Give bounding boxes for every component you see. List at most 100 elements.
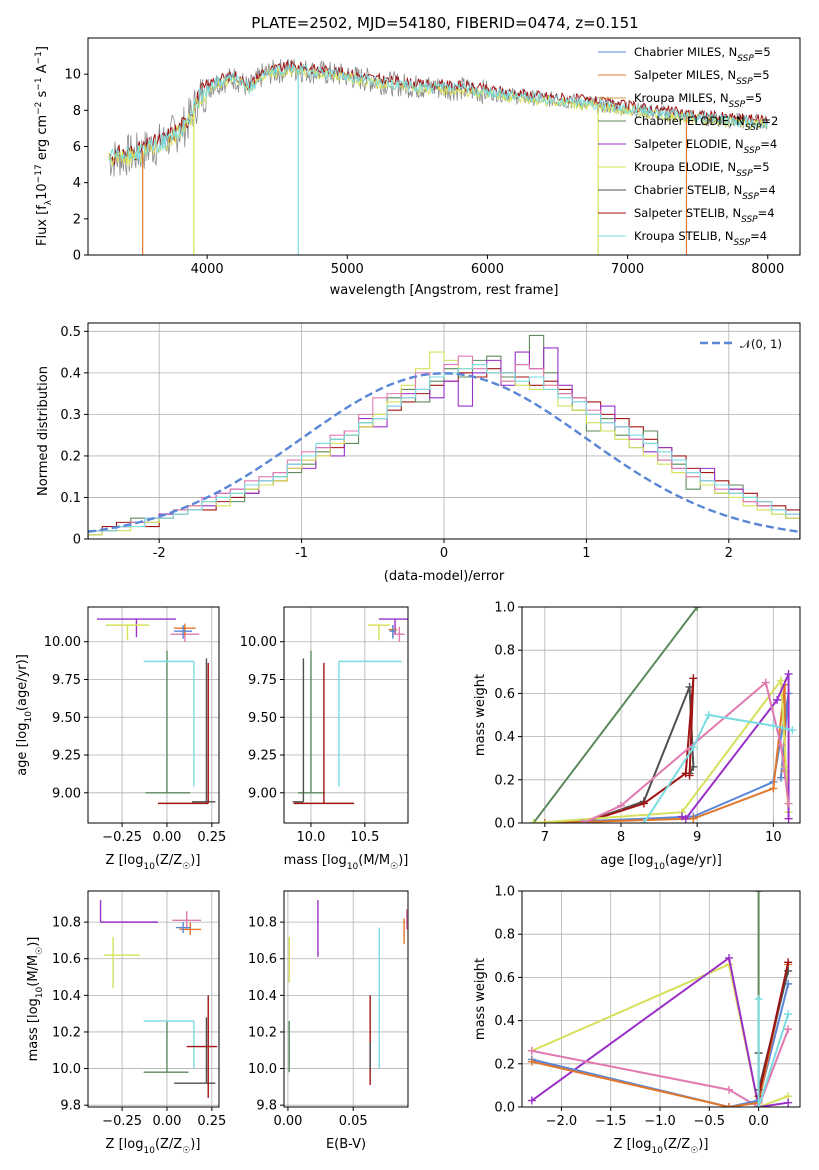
x-tick-label: 10.5 <box>350 830 379 845</box>
age-vs-Z-y-axis-label: age [log10(age/yr)] <box>15 654 34 776</box>
residuals-x-axis-label: (data-model)/error <box>384 569 505 584</box>
data-point <box>529 819 538 823</box>
mass-vs-ebv-axes: 0.00 0.05 9.8 10.0 10.2 10.4 10.6 10.8 E(B-V) <box>248 890 409 1152</box>
legend-label: Chabrier MILES, NSSP=5 <box>634 45 771 64</box>
series-line <box>531 956 789 1107</box>
residuals-axes: -2 -1 0 1 2 0 0.1 0.2 0.3 0.4 0.5 𝒩(0, 1) (data-mode… <box>36 322 801 584</box>
age-vs-Z-y-axis-label-part: (age/yr)] <box>15 654 30 711</box>
y-tick-label: 0.4 <box>494 730 515 745</box>
data-point <box>689 814 698 823</box>
massweight-vs-Z-x-axis-label-part: (Z/Z <box>663 1137 690 1152</box>
legend-label: Salpeter STELIB, NSSP=4 <box>634 206 775 225</box>
massweight-vs-Z-x-axis-label-part: Z [log <box>614 1137 652 1152</box>
spectrum-y-axis-label-part: s <box>35 90 50 101</box>
residuals-legend: 𝒩(0, 1) <box>700 337 782 351</box>
data-point <box>725 1085 734 1094</box>
age-vs-Z-x-axis-label: Z [log10(Z/Z☉)] <box>106 853 201 872</box>
data-point <box>784 958 793 967</box>
x-tick-label: 9 <box>693 830 701 845</box>
y-tick-label: 10.2 <box>248 1025 277 1040</box>
x-tick-label: 0.00 <box>152 830 181 845</box>
data-point <box>784 1025 793 1034</box>
age-vs-Z-x-axis-label-part: ☉ <box>182 862 190 872</box>
legend-label: 𝒩(0, 1) <box>740 337 782 351</box>
spectrum-x-axis-label-part: wavelength [Angstrom, rest frame] <box>330 283 559 298</box>
legend-label-part: SSP <box>741 215 758 225</box>
mass-vs-Z-axes: −0.25 0.00 0.25 9.8 10.0 10.2 10.4 10.6 10.8 Z [l… <box>26 890 226 1156</box>
age-vs-Z-x-axis-label-part: )] <box>190 853 200 868</box>
massweight-vs-age-y-axis-label: mass weight <box>473 674 488 756</box>
x-tick-label: 0 <box>440 546 448 561</box>
spectrum-axes: 4000 5000 6000 7000 8000 0 2 4 6 8 10 Chabrier MILE… <box>34 37 801 298</box>
spectrum-y-axis-label-part: erg cm <box>35 115 50 164</box>
x-tick-label: −1.5 <box>595 1114 627 1129</box>
age-vs-mass-x-axis-label: mass [log10(M/M☉)] <box>284 853 409 872</box>
age-vs-Z-x-axis-label-part: 10 <box>143 862 155 872</box>
residuals-y-axis-label: Normed distribution <box>36 366 51 496</box>
spectrum-y-axis-label-part: A <box>35 64 50 77</box>
data-point <box>578 819 587 823</box>
massweight-vs-Z-frame <box>521 890 801 1108</box>
legend-label-part: SSP <box>736 169 753 179</box>
massweight-vs-Z-y-axis-label: mass weight <box>473 958 488 1040</box>
legend-label-part: =5 <box>753 160 770 174</box>
massweight-vs-age-x-axis-label-part: (age/yr)] <box>665 853 722 868</box>
y-tick-label: 9.25 <box>248 749 277 764</box>
y-tick-label: 0 <box>73 249 81 264</box>
age-vs-Z-y-axis-label-part: 10 <box>24 711 34 723</box>
data-point <box>689 674 698 683</box>
series-line <box>531 1028 790 1107</box>
data-point <box>769 721 778 730</box>
mass-vs-Z-y-axis-label: mass [log10(M/M☉)] <box>26 937 45 1062</box>
mass-vs-Z-y-axis-label-part: mass [log <box>26 998 41 1061</box>
massweight-vs-age-x-axis-label-part: 10 <box>653 862 665 872</box>
figure-title: PLATE=2502, MJD=54180, FIBERID=0474, z=0… <box>251 14 638 32</box>
legend-label-part: =4 <box>760 137 777 151</box>
data-point <box>639 819 648 823</box>
spectrum-y-axis-label: Flux [fλ10−17 erg cm−2 s−1 A−1] <box>34 46 54 246</box>
legend-label-part: =5 <box>745 91 762 105</box>
y-tick-label: 0.4 <box>494 1014 515 1029</box>
data-point <box>776 676 785 685</box>
mass-vs-Z-y-axis-label-part: )] <box>26 937 41 947</box>
data-point <box>693 607 702 611</box>
mass-vs-ebv-axes-plot <box>288 900 408 1086</box>
spectrum-x-axis-label: wavelength [Angstrom, rest frame] <box>330 283 559 298</box>
massweight-vs-age-x-axis-label: age [log10(age/yr)] <box>600 853 722 872</box>
spectrum-y-axis-label-part: −1 <box>34 51 44 64</box>
data-point <box>527 1046 536 1055</box>
y-tick-label: 6 <box>73 140 81 155</box>
y-tick-label: 0.3 <box>60 408 81 423</box>
y-tick-label: 10.0 <box>52 1062 81 1077</box>
y-tick-label: 10.6 <box>52 952 81 967</box>
x-tick-label: 6000 <box>471 262 504 277</box>
x-tick-label: 0.00 <box>152 1114 181 1129</box>
x-tick-label: -2 <box>153 546 166 561</box>
data-point <box>754 995 763 1003</box>
y-tick-label: 0.4 <box>60 366 81 381</box>
spectrum-y-axis-label-part: −17 <box>34 164 44 183</box>
age-vs-mass-x-axis-label-part: )] <box>398 853 408 868</box>
x-tick-label: 5000 <box>331 262 364 277</box>
mass-vs-Z-x-axis-label-part: 10 <box>143 1146 155 1156</box>
residuals-frame <box>87 322 801 540</box>
massweight-vs-Z-axes-plot <box>527 891 793 1107</box>
y-tick-label: 0.2 <box>494 1057 515 1072</box>
age-vs-Z-x-axis-label-part: Z [log <box>106 853 144 868</box>
mass-vs-Z-y-axis-label-part: ☉ <box>35 947 45 955</box>
y-tick-label: 0.2 <box>60 449 81 464</box>
y-tick-label: 10.0 <box>248 1062 277 1077</box>
data-point <box>540 819 549 823</box>
legend-label-part: Chabrier MILES, N <box>634 45 737 59</box>
data-point <box>761 678 770 687</box>
legend-label: Kroupa ELODIE, NSSP=5 <box>634 160 770 179</box>
y-tick-label: 9.50 <box>52 711 81 726</box>
massweight-vs-Z-axes: −2.0 −1.5 −1.0 −0.5 0.0 0.0 0.2 0.4 0.6 0.8 1.0 Z [… <box>473 885 801 1156</box>
legend-label-part: Salpeter MILES, N <box>634 68 736 82</box>
spectrum-y-axis-label-part: ] <box>35 46 50 51</box>
data-point <box>784 799 793 808</box>
data-point <box>776 741 785 750</box>
legend-label-part: =2 <box>761 114 778 128</box>
x-tick-label: 0.25 <box>197 1114 226 1129</box>
